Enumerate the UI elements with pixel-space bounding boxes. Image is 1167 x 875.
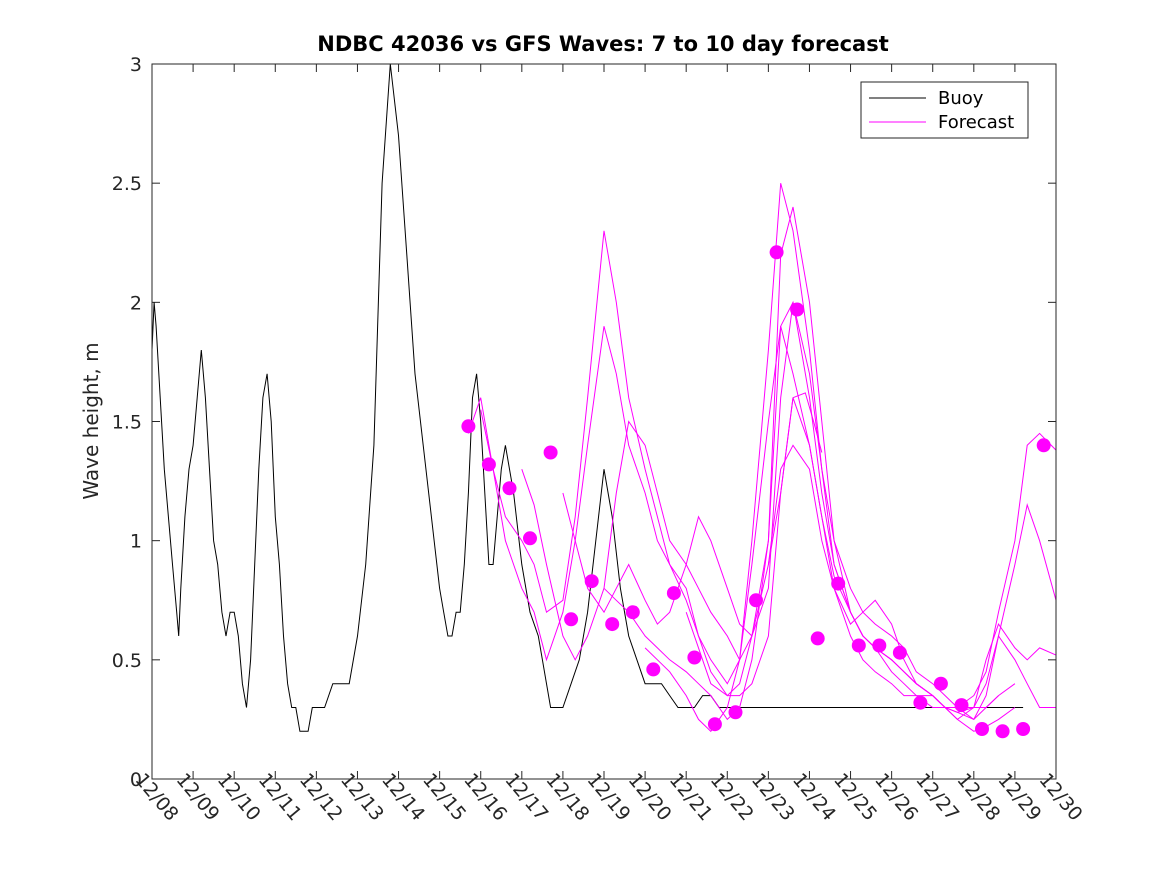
forecast-point	[913, 695, 928, 710]
forecast-point	[995, 724, 1010, 739]
y-tick-label: 2	[130, 292, 142, 314]
y-tick-label: 3	[130, 54, 142, 76]
forecast-point	[646, 662, 661, 677]
forecast-point	[1016, 722, 1031, 736]
series-forecast-line-4	[562, 302, 1056, 721]
y-tick-label: 1.5	[112, 412, 142, 434]
forecast-point	[564, 612, 579, 627]
forecast-point	[543, 445, 558, 460]
forecast-point	[790, 302, 805, 317]
forecast-point	[872, 638, 887, 653]
forecast-point	[933, 676, 948, 691]
forecast-point	[810, 631, 825, 646]
series-forecast-line-1	[467, 326, 999, 708]
series-layer	[151, 63, 1057, 739]
forecast-point	[892, 645, 907, 660]
forecast-point	[728, 705, 743, 720]
forecast-point	[831, 576, 846, 591]
forecast-point	[975, 722, 989, 736]
legend-buoy-label: Buoy	[938, 88, 984, 109]
forecast-point	[625, 605, 640, 620]
forecast-point	[1036, 438, 1051, 453]
forecast-point	[954, 698, 969, 713]
x-tick-label: 12/30	[1035, 769, 1087, 825]
forecast-point	[687, 650, 702, 665]
forecast-point	[502, 481, 517, 496]
plot-frame	[151, 63, 1057, 780]
series-forecast-line-7	[685, 397, 1016, 732]
forecast-point	[769, 245, 784, 260]
y-tick-label: 2.5	[112, 173, 142, 195]
y-tick-label: 0.5	[112, 650, 142, 672]
forecast-point	[481, 457, 496, 472]
forecast-point	[523, 531, 537, 546]
forecast-point	[749, 593, 763, 608]
forecast-point	[461, 419, 476, 434]
y-tick-label: 1	[130, 531, 142, 553]
forecast-point	[666, 586, 681, 601]
series-buoy-line	[151, 63, 1024, 732]
chart-title: NDBC 42036 vs GFS Waves: 7 to 10 day for…	[317, 32, 888, 56]
y-axis-label: Wave height, m	[79, 342, 103, 499]
legend: Buoy Forecast	[860, 81, 1029, 139]
legend-forecast-label: Forecast	[938, 112, 1014, 133]
forecast-point	[707, 717, 722, 732]
forecast-point	[584, 574, 599, 589]
plot-area	[152, 64, 1056, 779]
plot-background	[152, 64, 1056, 779]
legend-box	[860, 81, 1029, 139]
forecast-point	[605, 617, 620, 632]
series-forecast-line-8	[767, 392, 823, 565]
series-forecast-line-6	[644, 326, 1057, 733]
forecast-point	[851, 638, 866, 653]
y-tick-label: 0	[130, 769, 142, 791]
